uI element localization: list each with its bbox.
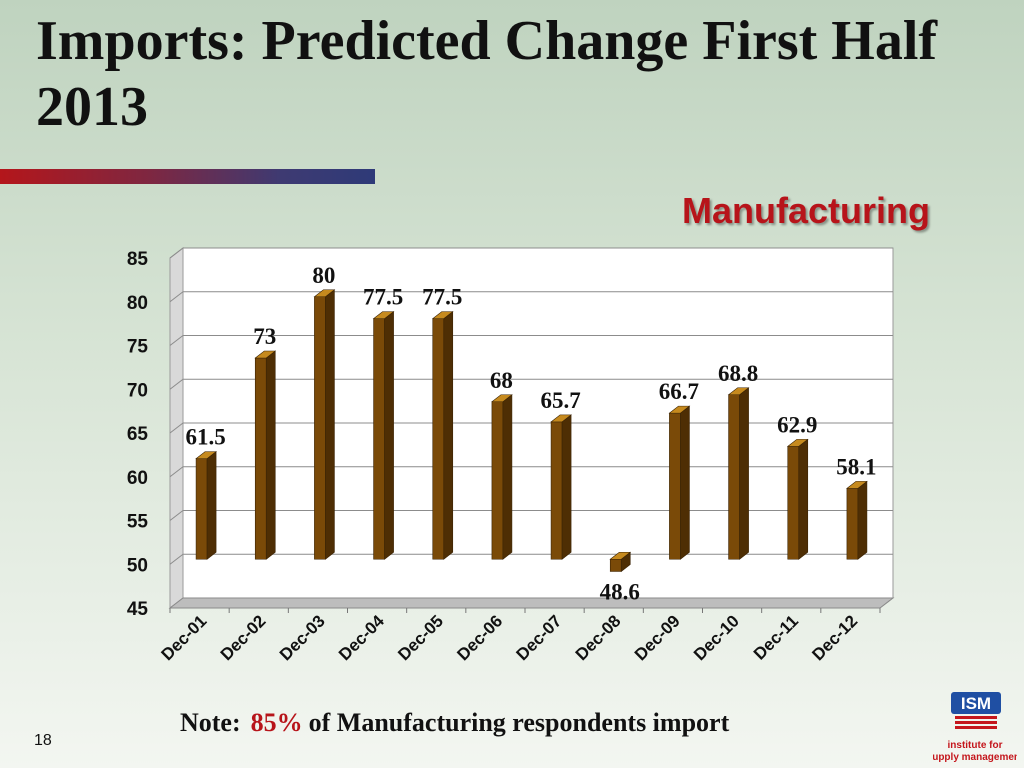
x-tick-label: Dec-02: [217, 611, 270, 664]
gridline: [169, 378, 893, 390]
logo-tagline-2: supply management: [933, 752, 1017, 763]
bar-top: [786, 439, 809, 447]
y-tick-label: 55: [127, 512, 149, 533]
x-tick-label: Dec-09: [631, 611, 684, 664]
bar-front: [669, 412, 681, 560]
bar-top: [550, 414, 572, 423]
y-tick-label: 80: [127, 293, 148, 314]
note-percent: 85%: [250, 708, 303, 737]
logo-tagline-1: institute for: [948, 740, 1003, 751]
bar-front: [491, 401, 504, 560]
bar-top: [431, 311, 454, 319]
y-tick-label: 65: [127, 424, 149, 445]
y-tick-label: 70: [127, 380, 148, 401]
logo-stripe-2: [955, 721, 997, 724]
bar-front: [846, 488, 859, 560]
bar-side: [443, 311, 454, 560]
note-prefix: Note:: [180, 708, 241, 737]
y-tick-label: 75: [127, 337, 149, 358]
data-label: 48.6: [600, 580, 640, 605]
gridline: [169, 466, 893, 478]
bar-top: [195, 451, 217, 459]
bar-front: [373, 318, 385, 560]
data-label: 73: [253, 324, 276, 349]
bar-top: [668, 405, 691, 414]
gridline: [169, 335, 893, 346]
logo-stripe-3: [955, 726, 997, 729]
bar-top: [313, 289, 336, 298]
data-label: 61.5: [185, 425, 225, 450]
x-tick-label: Dec-10: [690, 611, 743, 664]
bar-front: [609, 558, 622, 572]
x-tick-label: Dec-01: [158, 611, 211, 664]
x-tick-label: Dec-04: [335, 611, 388, 664]
ism-logo: ISM institute for supply management: [933, 692, 1017, 763]
bar-side: [206, 451, 217, 560]
data-label: 65.7: [540, 388, 580, 413]
x-tick-label: Dec-05: [394, 611, 447, 664]
data-label: 68.8: [718, 361, 758, 386]
bar-side: [798, 438, 809, 560]
bar-front: [195, 458, 208, 560]
x-tick-label: Dec-06: [453, 611, 506, 664]
bar-front: [787, 446, 800, 560]
x-tick-label: Dec-08: [572, 611, 625, 664]
bar-top: [727, 387, 750, 396]
bar-side: [857, 480, 868, 560]
gridline: [169, 422, 893, 434]
bar-front: [314, 296, 326, 560]
data-label: 77.5: [422, 285, 462, 310]
bar-top: [491, 394, 513, 403]
plot-floor: [168, 597, 895, 609]
data-label: 68: [490, 368, 513, 393]
bar-side: [561, 414, 572, 560]
logo-badge: [951, 692, 1001, 714]
bar-top: [609, 551, 632, 560]
gridline: [169, 291, 893, 303]
bar-side: [325, 289, 335, 560]
data-label: 62.9: [777, 412, 817, 437]
x-tick-label: Dec-12: [808, 611, 861, 664]
bar-front: [728, 394, 740, 560]
bar-front: [550, 421, 563, 560]
title-rule: [0, 169, 375, 184]
gridline: [169, 247, 893, 259]
bar-top: [254, 350, 277, 359]
bar-side: [680, 405, 690, 560]
bar-front: [254, 357, 267, 560]
y-tick-label: 45: [127, 599, 149, 620]
logo-stripe-1: [955, 716, 997, 719]
bar-top: [846, 481, 868, 489]
bar-top: [372, 311, 395, 319]
bar-side: [502, 394, 513, 560]
data-label: 58.1: [836, 454, 876, 479]
x-tick-label: Dec-03: [276, 611, 329, 664]
gridline: [169, 553, 893, 565]
x-tick-label: Dec-11: [750, 611, 802, 663]
gridline: [169, 510, 893, 521]
data-label: 66.7: [659, 379, 699, 404]
chart-heading: Manufacturing: [682, 190, 930, 231]
logo-brand: ISM: [961, 694, 991, 713]
page-number: 18: [34, 732, 52, 749]
bar-front: [432, 318, 445, 560]
footnote: Note: 85% of Manufacturing respondents imp…: [180, 708, 880, 738]
bar-side: [265, 350, 276, 560]
page-title: Imports: Predicted Change First Half 201…: [36, 10, 938, 138]
y-tick-label: 85: [127, 249, 149, 270]
data-label: 77.5: [363, 285, 403, 310]
y-tick-label: 50: [127, 555, 148, 576]
bar-side: [384, 311, 394, 560]
bar-side: [739, 387, 749, 560]
data-label: 80: [312, 263, 335, 288]
x-tick-label: Dec-07: [513, 611, 566, 664]
y-tick-label: 60: [127, 468, 148, 489]
note-suffix: of Manufacturing respondents import: [308, 708, 730, 737]
